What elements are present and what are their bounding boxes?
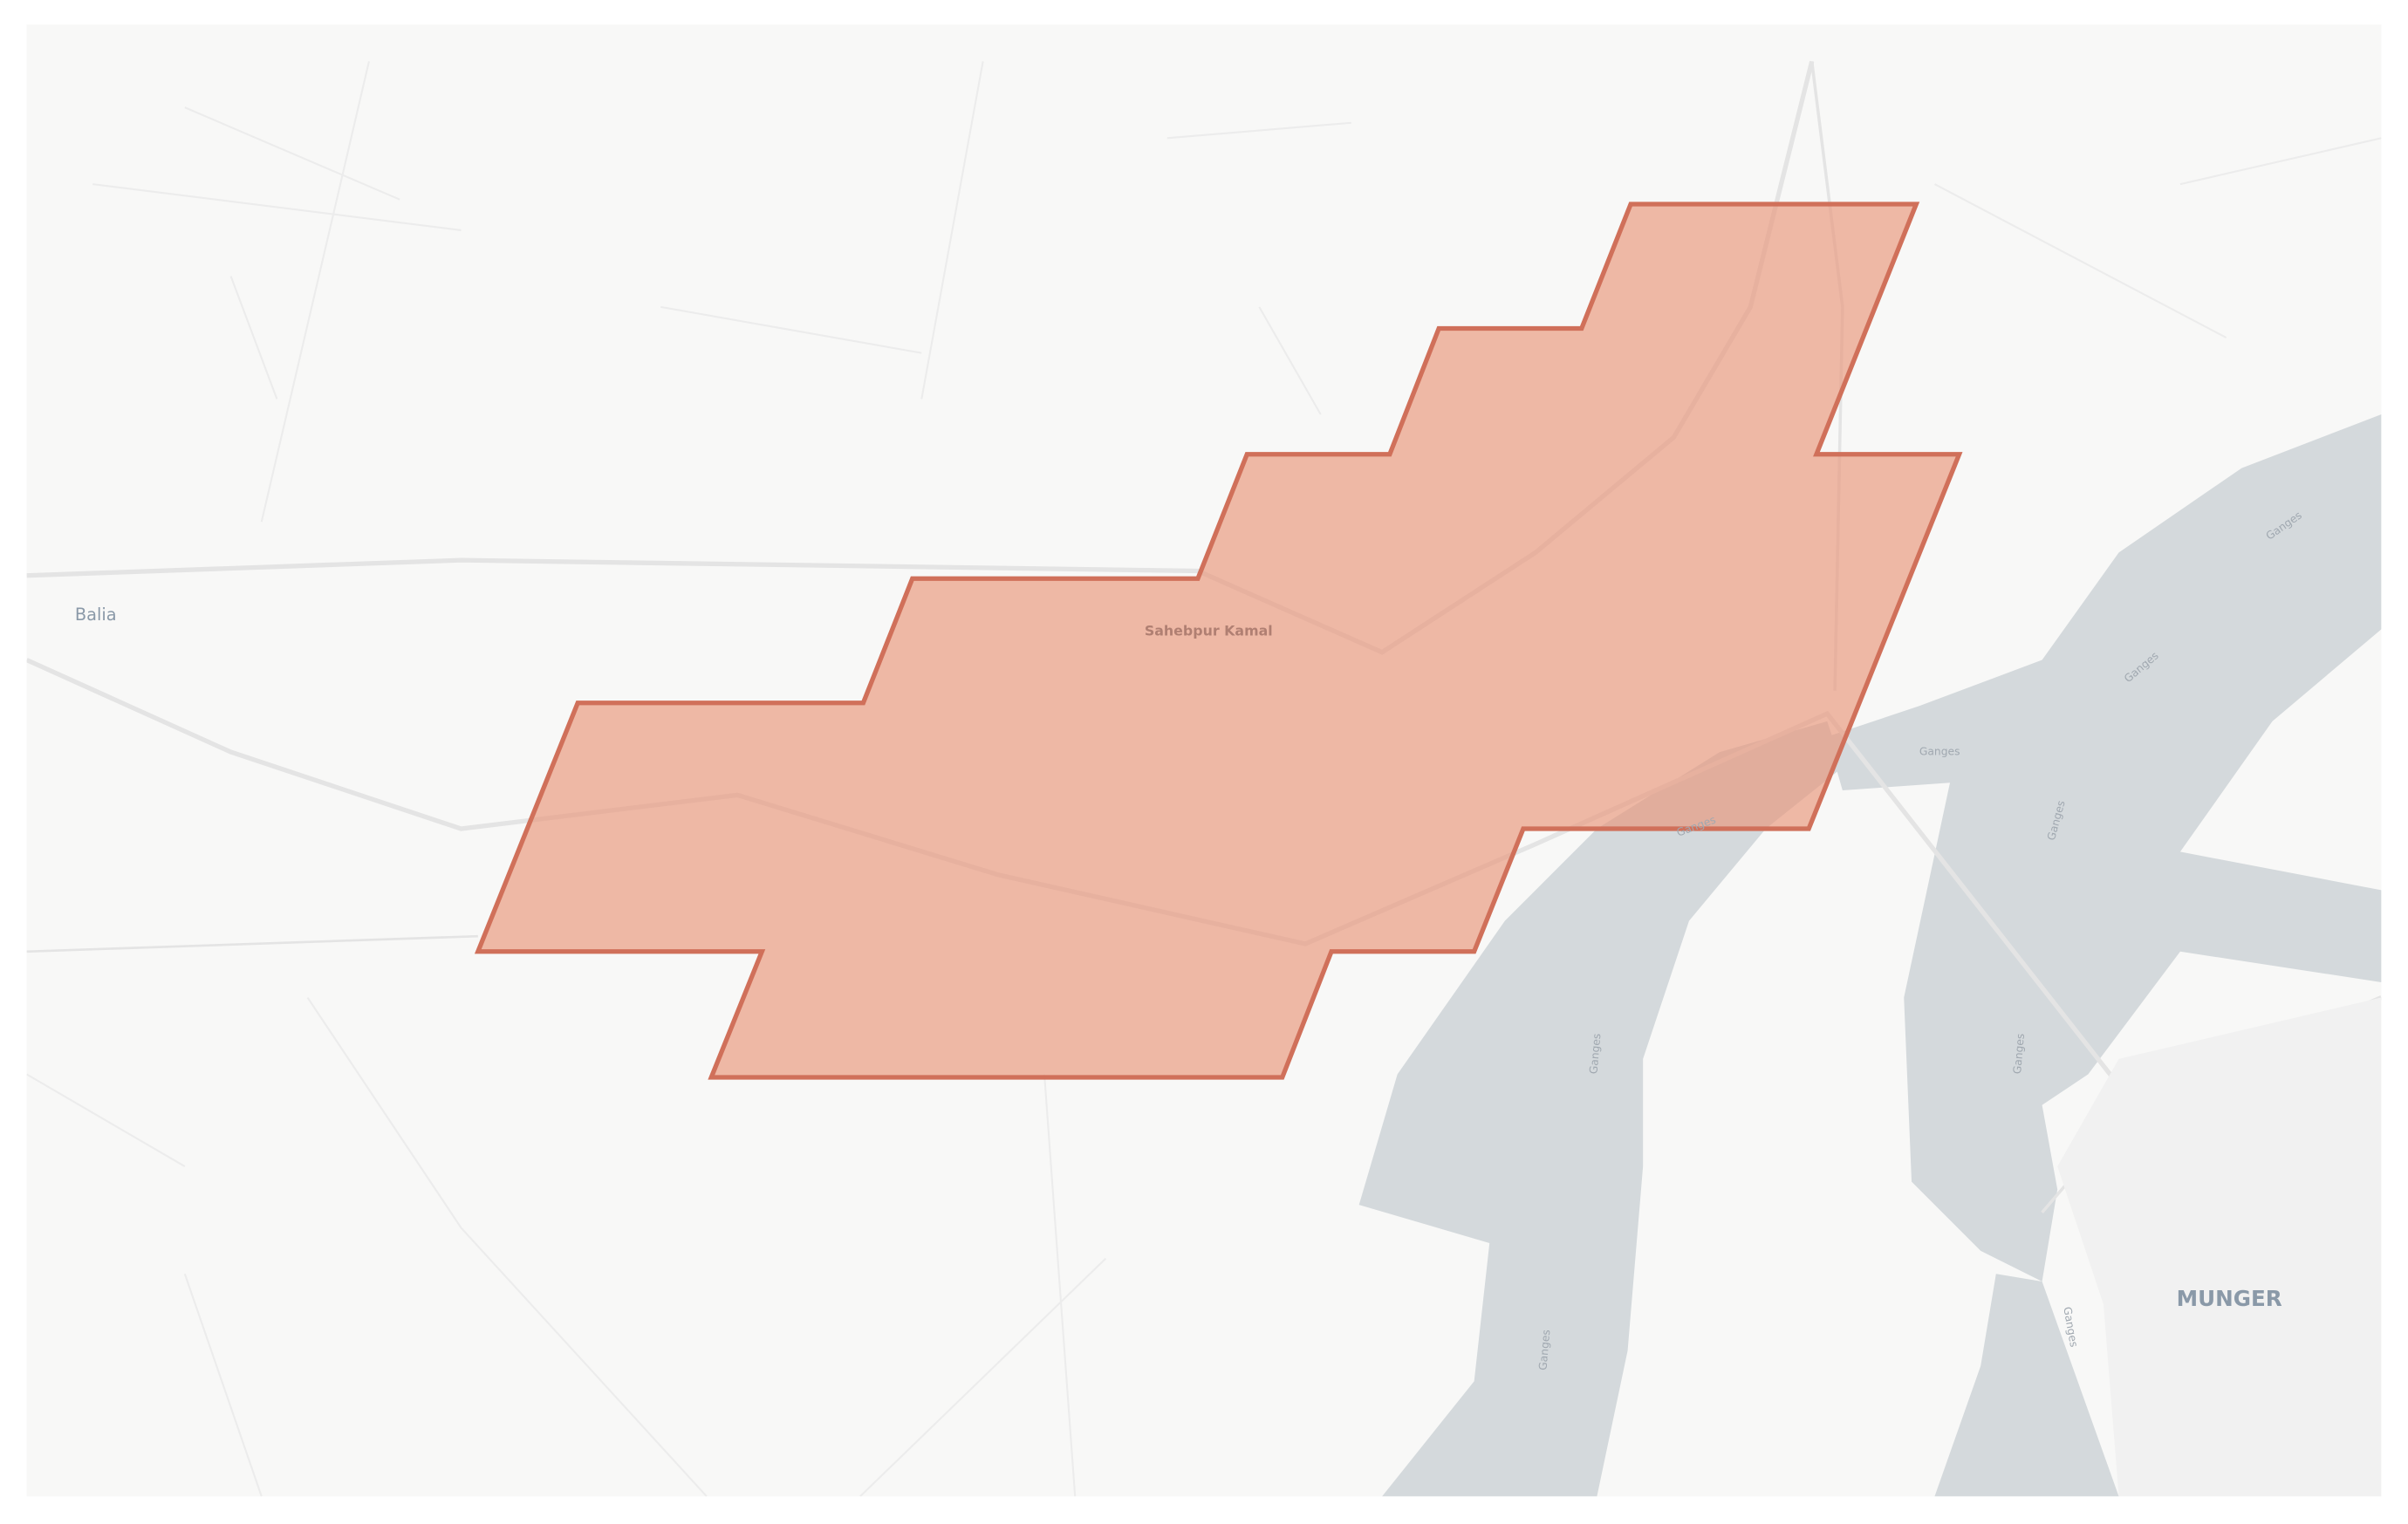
river-label: Ganges bbox=[1587, 1033, 1603, 1075]
river-label: Ganges bbox=[1919, 746, 1960, 758]
munger-urban-area bbox=[2057, 997, 2382, 1497]
river-label: Ganges bbox=[2011, 1033, 2027, 1075]
river-label: Ganges bbox=[1536, 1329, 1552, 1371]
river-ganges bbox=[1358, 414, 2382, 1497]
place-label-sahebpur-kamal: Sahebpur Kamal bbox=[1145, 622, 1273, 639]
place-label-balia: Balia bbox=[75, 605, 117, 625]
place-label-munger: MUNGER bbox=[2177, 1286, 2282, 1311]
minor-roads bbox=[26, 61, 2382, 1497]
highlighted-region-polygon[interactable] bbox=[474, 202, 1963, 1080]
